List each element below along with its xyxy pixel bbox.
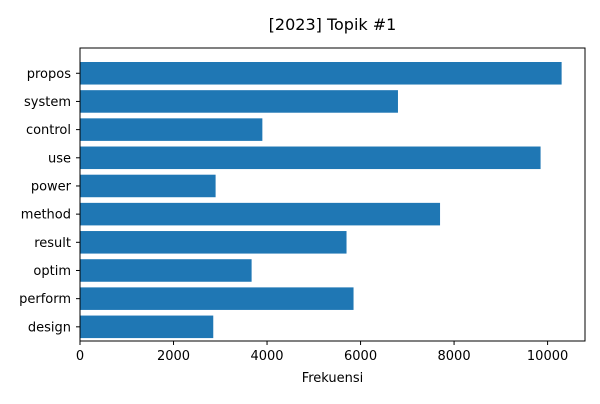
y-tick-label-control: control: [26, 123, 71, 138]
y-axis-ticks: propos system control use power method result o…: [19, 67, 80, 335]
bar-propos: [80, 62, 562, 85]
bar-optim: [80, 259, 252, 282]
bar-result: [80, 231, 347, 254]
y-tick-label-design: design: [28, 320, 71, 335]
bar-system: [80, 90, 398, 113]
x-tick-label-8000: 8000: [438, 349, 471, 364]
x-tick-label-2000: 2000: [157, 349, 190, 364]
bar-method: [80, 202, 441, 226]
x-axis-label: Frekuensi: [302, 371, 364, 386]
y-tick-label-power: power: [31, 179, 72, 194]
bar-power: [80, 174, 216, 198]
y-tick-label-propos: propos: [27, 67, 71, 82]
x-tick-label-10000: 10000: [527, 349, 568, 364]
bars-group: [80, 62, 562, 339]
bar-design: [80, 315, 214, 339]
bar-use: [80, 146, 541, 170]
x-tick-label-6000: 6000: [344, 349, 377, 364]
y-tick-label-use: use: [48, 151, 71, 166]
y-tick-label-system: system: [24, 95, 71, 110]
y-tick-label-result: result: [34, 236, 71, 251]
x-tick-label-4000: 4000: [250, 349, 283, 364]
y-tick-label-perform: perform: [19, 292, 71, 307]
x-axis-ticks: 0 2000 4000 6000 8000 10000: [76, 341, 568, 364]
plot-frame: [79, 47, 586, 342]
bar-control: [80, 118, 263, 141]
chart-title: [2023] Topik #1: [269, 15, 397, 34]
bar-perform: [80, 287, 354, 310]
y-tick-label-method: method: [21, 208, 71, 223]
y-tick-label-optim: optim: [33, 264, 71, 279]
x-tick-label-0: 0: [76, 349, 84, 364]
